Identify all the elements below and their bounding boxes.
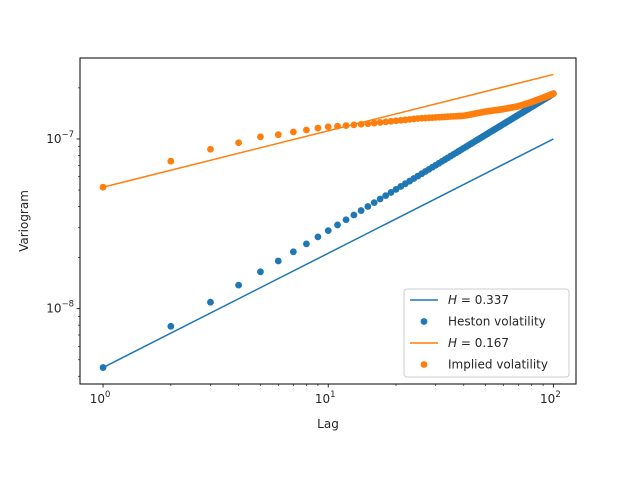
legend-label: H = 0.167 — [448, 336, 509, 350]
fit-line — [102, 138, 554, 369]
x-tick-label: 101 — [315, 390, 336, 406]
data-point — [334, 221, 341, 229]
data-point — [364, 120, 372, 128]
data-point — [257, 268, 264, 276]
data-point — [387, 117, 395, 125]
data-point — [342, 216, 350, 224]
data-point — [235, 139, 243, 147]
data-point — [167, 157, 175, 165]
data-point — [314, 233, 322, 241]
data-point — [99, 183, 107, 191]
data-point — [342, 122, 350, 129]
legend-point-marker — [420, 361, 428, 368]
data-point — [376, 195, 384, 203]
x-axis-ticks: 100 101 102 — [90, 384, 561, 406]
legend-box — [403, 288, 570, 378]
data-point — [303, 240, 310, 248]
data-point — [364, 203, 372, 210]
data-point — [289, 248, 297, 256]
data-point — [350, 211, 358, 219]
x-tick-label: 100 — [90, 390, 111, 406]
legend-label: H = 0.337 — [448, 293, 509, 307]
data-point — [357, 207, 365, 214]
data-point — [334, 122, 341, 130]
data-point — [207, 298, 214, 306]
data-point — [387, 189, 395, 196]
data-point — [274, 131, 282, 139]
data-point — [324, 227, 332, 234]
data-point — [376, 119, 384, 126]
x-axis-label: Lag — [317, 417, 339, 431]
legend: H = 0.337 Heston volatility H = 0.167 Impli… — [403, 288, 570, 378]
x-tick-label: 102 — [540, 390, 561, 406]
y-axis-ticks: 10−8 10−7 — [46, 87, 80, 377]
y-tick-label: 10−8 — [46, 300, 74, 316]
data-point — [274, 257, 282, 265]
series-lines — [102, 73, 554, 369]
data-point — [303, 126, 310, 134]
data-point — [289, 128, 297, 136]
data-point — [235, 281, 243, 289]
data-point — [314, 124, 322, 132]
legend-label: Heston volatility — [448, 315, 546, 329]
series-points — [99, 90, 557, 371]
data-point — [549, 90, 557, 98]
data-point — [207, 145, 214, 153]
data-point — [370, 119, 378, 127]
data-point — [382, 118, 390, 126]
fit-line — [102, 73, 554, 188]
data-point — [382, 192, 390, 200]
legend-point-marker — [420, 318, 428, 325]
data-point — [257, 133, 264, 141]
data-point — [350, 121, 358, 129]
y-tick-label: 10−7 — [46, 130, 74, 146]
data-point — [99, 364, 107, 371]
data-point — [357, 120, 365, 128]
legend-label: Implied volatility — [448, 358, 548, 372]
data-point — [324, 123, 332, 131]
data-point — [370, 199, 378, 207]
data-point — [167, 322, 175, 330]
y-axis-label: Variogram — [17, 190, 31, 252]
